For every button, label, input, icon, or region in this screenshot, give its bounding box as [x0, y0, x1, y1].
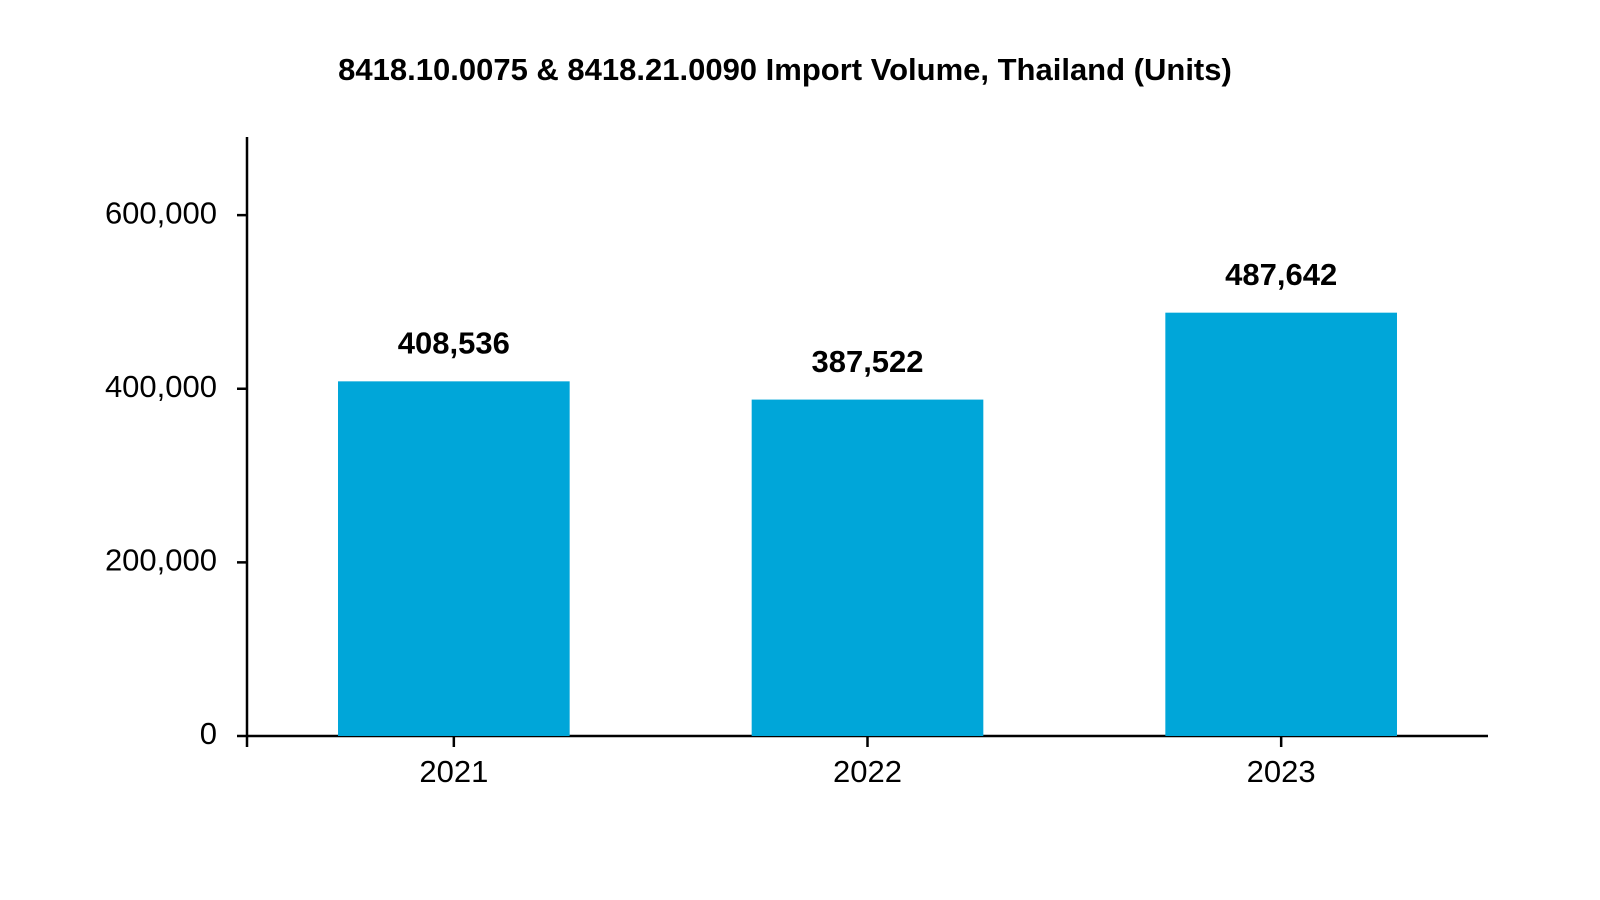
- y-tick-label: 600,000: [105, 195, 217, 230]
- bar: [1165, 312, 1397, 736]
- y-tick-label: 200,000: [105, 543, 217, 578]
- data-label: 487,642: [1225, 257, 1337, 292]
- chart-title: 8418.10.0075 & 8418.21.0090 Import Volum…: [338, 52, 1232, 87]
- x-tick-label: 2022: [833, 754, 902, 789]
- bar: [338, 381, 570, 736]
- y-tick-label: 0: [200, 716, 217, 751]
- x-tick-label: 2023: [1247, 754, 1316, 789]
- data-label: 387,522: [811, 344, 923, 379]
- y-tick-label: 400,000: [105, 369, 217, 404]
- x-tick-label: 2021: [419, 754, 488, 789]
- bar: [751, 399, 984, 736]
- data-label: 408,536: [398, 326, 510, 361]
